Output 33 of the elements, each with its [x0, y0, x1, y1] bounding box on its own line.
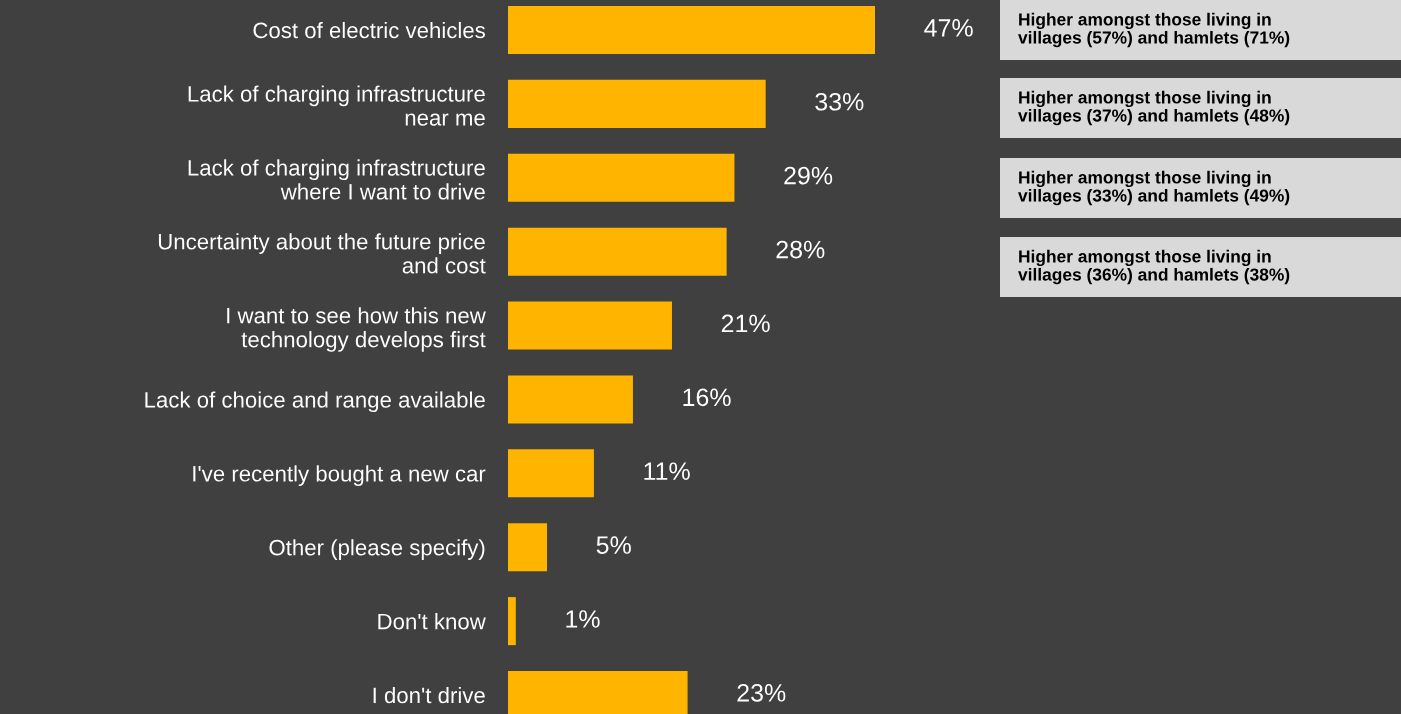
data-label: 11% — [644, 462, 690, 480]
y-tick-label: Lack of charging infrastructure near me — [188, 85, 485, 126]
bar — [508, 449, 594, 498]
data-label: 23% — [737, 684, 786, 702]
data-label: 16% — [683, 388, 731, 407]
bar — [508, 523, 548, 572]
bar — [508, 301, 672, 350]
bar — [508, 597, 516, 646]
y-tick-label: I want to see how this new technology develops first — [227, 307, 486, 352]
y-tick-label: I've recently bought a new car — [193, 465, 486, 486]
y-tick-label: Lack of charging infrastructure where I want to drive — [188, 159, 485, 200]
text: Higher amongst those living in villages (37%) and hamlets (48%) — [1018, 90, 1290, 126]
data-label: 1% — [566, 610, 600, 628]
bar — [508, 227, 727, 276]
y-tick-label: Other (please specify) — [269, 539, 485, 560]
y-tick-label: Lack of choice and range available — [145, 391, 485, 413]
y-tick-label: Don't know — [378, 613, 486, 630]
bar — [508, 375, 633, 424]
data-label: 29% — [784, 166, 833, 185]
bar — [508, 153, 735, 202]
bar — [508, 79, 766, 128]
text: Higher amongst those living in villages (36%) and hamlets (38%) — [1018, 249, 1290, 285]
y-tick-label: Uncertainty about the future price and cost — [158, 233, 486, 274]
y-tick-label: Cost of electric vehicles — [253, 21, 485, 39]
data-label: 33% — [815, 92, 864, 111]
text: Higher amongst those living in villages (33%) and hamlets (49%) — [1018, 170, 1290, 206]
data-label: 5% — [596, 536, 631, 554]
bar — [508, 5, 875, 55]
data-label: 21% — [721, 314, 770, 333]
y-tick-label: I don't drive — [373, 686, 485, 704]
data-label: 28% — [776, 240, 825, 259]
text: Higher amongst those living in villages (57%) and hamlets (71%) — [1018, 12, 1290, 48]
data-label: 47% — [924, 19, 973, 37]
